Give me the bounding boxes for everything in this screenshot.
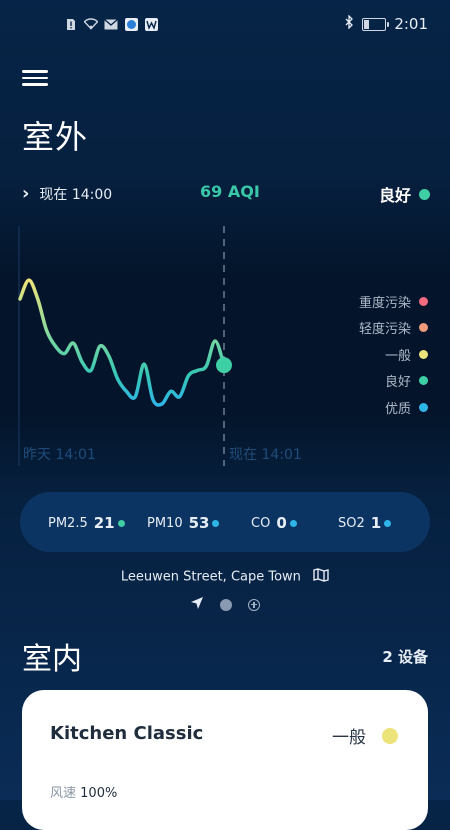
pollutant-dot [212,519,220,527]
status-bar: 2:01 [0,0,450,50]
now-label: 现在 14:00 [39,187,113,203]
add-location-icon[interactable] [248,598,260,611]
browser-icon [124,17,138,31]
status-right: 2:01 [345,14,428,33]
device-status-dot [382,727,398,744]
pollutant-dot [289,519,297,527]
mail-icon [104,17,118,31]
legend-dot [419,376,428,386]
pollutant-name: CO [251,515,271,531]
legend-item: 重度污染 [308,288,428,315]
air-status-label: 良好 [378,186,411,205]
legend-item: 一般 [308,341,428,368]
chevron-right-icon: › [22,183,30,204]
x-end-label: 现在 14:01 [229,447,302,463]
pollutant-pm25: PM2.5 21 [48,514,125,532]
page-indicator [0,595,450,614]
battery-icon [362,17,390,31]
pollutant-value: 0 [276,514,287,532]
air-status-dot [419,188,430,200]
legend-item: 轻度污染 [308,315,428,342]
legend-dot [419,349,428,359]
legend-label: 优质 [384,401,411,417]
pollutant-value: 21 [93,514,115,532]
location-arrow-icon[interactable] [190,595,204,614]
aqi-current-point [216,357,232,374]
aqi-chart-svg: 昨天 14:01 现在 14:01 [18,226,302,466]
legend-dot [419,402,428,412]
sim-alert-icon [64,17,78,31]
device-card[interactable]: Kitchen Classic 一般 风速 100% [22,690,428,830]
device-status: 一般 [332,723,398,748]
aqi-chart: 昨天 14:01 现在 14:01 [0,226,450,466]
pollutant-value: 53 [188,514,210,532]
aqi-value: 69 AQI [200,182,260,201]
bluetooth-icon [345,14,354,33]
menu-icon[interactable] [22,66,48,88]
device-status-label: 一般 [332,728,366,748]
device-count[interactable]: 2 设备 [382,648,428,666]
pollutant-dot [117,519,125,527]
legend-label: 轻度污染 [358,322,411,338]
legend-item: 良好 [308,368,428,395]
legend-item: 优质 [308,394,428,421]
map-icon[interactable] [313,568,329,586]
app-w-icon [144,17,158,31]
chart-legend: 重度污染轻度污染一般良好优质 [308,288,428,421]
pollutant-pm10: PM10 53 [147,514,220,532]
time-selector[interactable]: › 现在 14:00 [22,184,112,204]
legend-label: 良好 [384,375,411,391]
page-dot[interactable] [220,598,232,611]
pollutant-name: PM2.5 [48,515,88,531]
pollutant-name: PM10 [147,515,183,531]
legend-dot [419,296,428,306]
aqi-series-line [18,278,226,407]
air-status: 良好 [379,182,430,206]
pollutant-so2: SO2 1 [338,514,392,532]
current-reading-row: › 现在 14:00 69 AQI 良好 [22,180,430,206]
outdoor-title: 室外 [22,118,89,156]
pollutant-summary[interactable]: PM2.5 21 PM10 53 CO 0 SO2 1 [20,492,430,552]
status-notification-icons [64,17,158,31]
x-start-label: 昨天 14:01 [23,447,96,463]
legend-label: 重度污染 [358,295,411,311]
status-time: 2:01 [394,15,428,33]
fan-speed-label: 风速 [50,786,77,801]
pollutant-name: SO2 [338,515,365,531]
device-name: Kitchen Classic [50,723,204,744]
pollutant-co: CO 0 [251,514,297,532]
wifi-icon [84,17,98,31]
location-text: Leeuwen Street, Cape Town [120,569,301,585]
legend-label: 一般 [384,348,411,364]
legend-dot [419,323,428,333]
location: Leeuwen Street, Cape Town [0,568,450,586]
indoor-title: 室内 [22,642,82,677]
fan-speed-value: 100% [80,786,118,801]
pollutant-dot [384,519,392,527]
fan-speed: 风速 100% [50,782,117,801]
pollutant-value: 1 [370,514,382,532]
